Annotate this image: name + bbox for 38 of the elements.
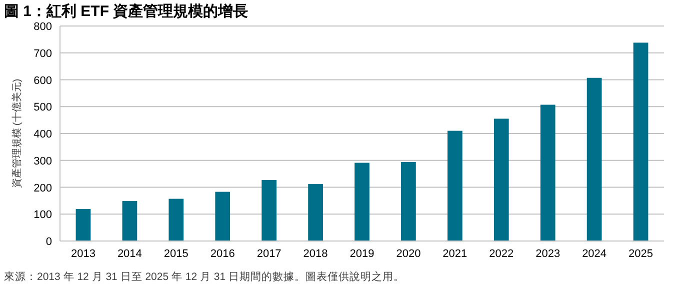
bar bbox=[76, 209, 91, 241]
y-tick-label: 100 bbox=[34, 209, 52, 222]
x-tick-label: 2016 bbox=[210, 248, 235, 260]
text: 來源：2013 年 12 月 31 日至 2025 年 12 月 31 日期間的數據。圖表僅供說明之用。 bbox=[4, 270, 405, 283]
x-tick-label: 2017 bbox=[256, 248, 282, 260]
bar bbox=[540, 104, 556, 241]
y-tick-label: 200 bbox=[34, 182, 52, 194]
bar bbox=[262, 180, 277, 241]
bar bbox=[494, 118, 509, 241]
x-tick-label: 2022 bbox=[489, 248, 514, 260]
x-tick-label: 2019 bbox=[350, 248, 374, 260]
bar bbox=[586, 78, 602, 241]
x-tick-label: 2015 bbox=[164, 248, 188, 260]
bar bbox=[354, 162, 370, 241]
y-tick-label: 300 bbox=[34, 155, 52, 168]
y-tick-label: 400 bbox=[34, 128, 52, 140]
bar bbox=[122, 200, 138, 241]
chart-title: 圖 1：紅利 ETF 資產管理規模的增長 bbox=[4, 3, 248, 20]
bar bbox=[215, 192, 230, 241]
bar bbox=[308, 184, 323, 241]
y-tick-label: 500 bbox=[34, 102, 52, 114]
x-tick-label: 2013 bbox=[70, 248, 96, 260]
bar bbox=[633, 42, 648, 241]
bar bbox=[447, 130, 462, 241]
y-tick-label: 800 bbox=[34, 21, 52, 33]
y-tick-label: 0 bbox=[46, 236, 52, 248]
y-tick-label: 600 bbox=[34, 74, 52, 87]
x-tick-label: 2021 bbox=[442, 248, 468, 260]
y-axis-title: 資產管理規模 (十億美元) bbox=[11, 78, 23, 188]
x-tick-label: 2020 bbox=[396, 248, 421, 260]
x-tick-label: 2024 bbox=[582, 248, 607, 260]
bar bbox=[401, 162, 416, 241]
x-tick-label: 2014 bbox=[117, 248, 142, 260]
x-tick-label: 2025 bbox=[628, 248, 654, 260]
y-tick-label: 700 bbox=[34, 48, 52, 60]
x-tick-label: 2023 bbox=[536, 248, 560, 260]
x-tick-label: 2018 bbox=[303, 248, 328, 260]
bar bbox=[168, 198, 184, 241]
